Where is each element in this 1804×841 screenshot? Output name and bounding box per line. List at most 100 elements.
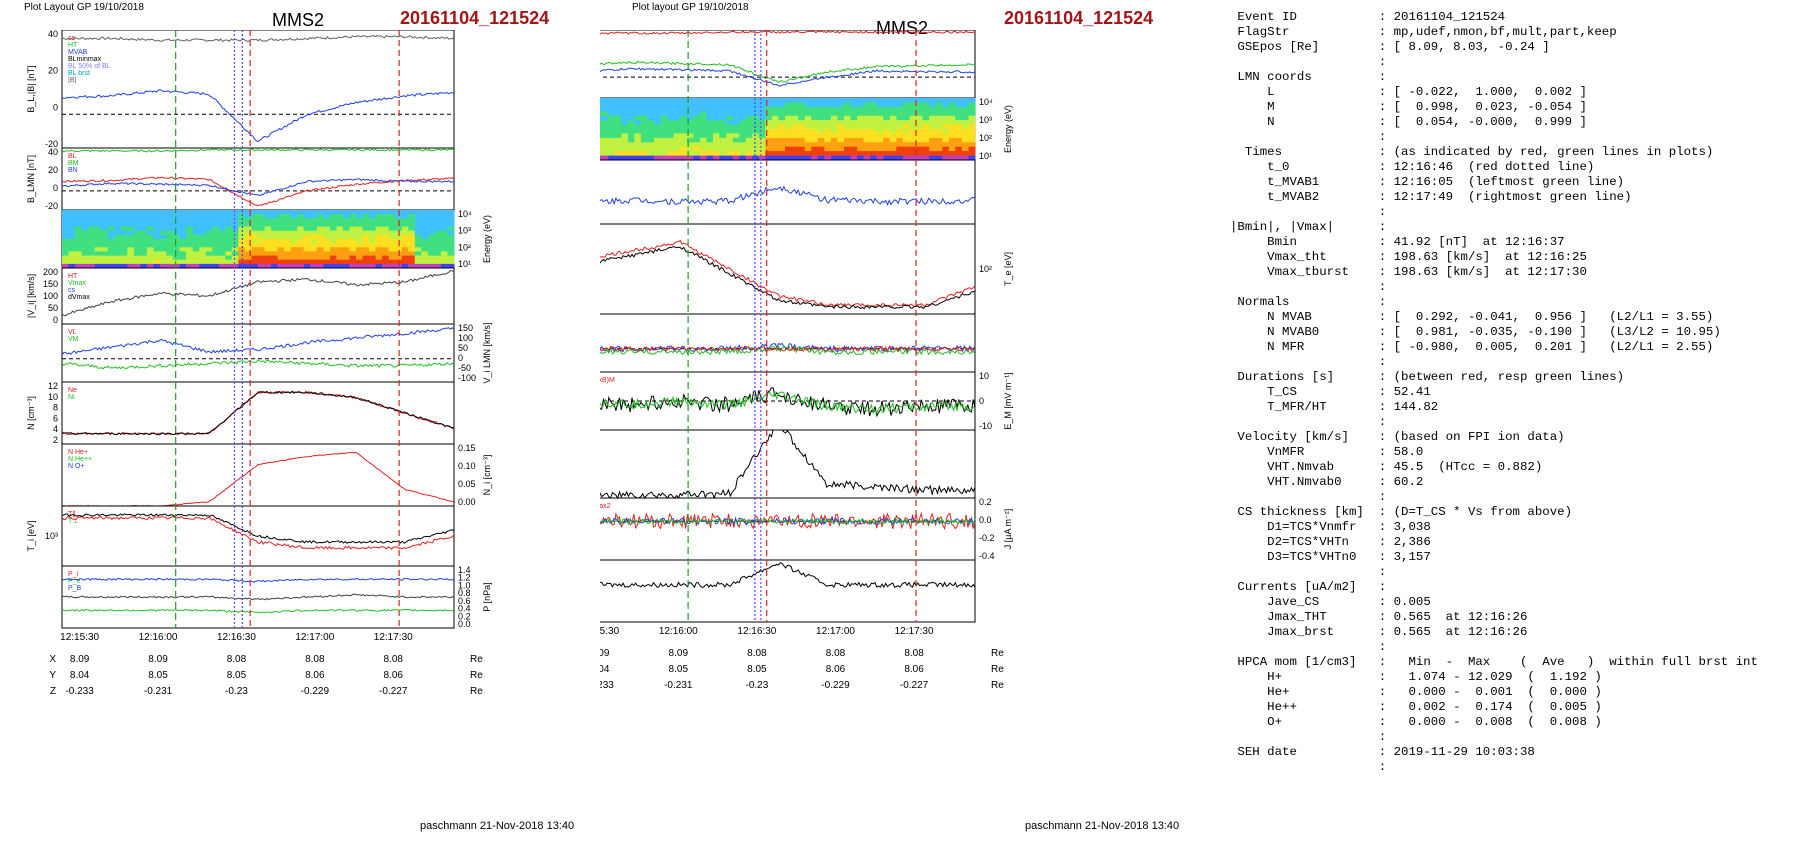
info-line: t_0 : 12:16:46 (red dotted line) xyxy=(1230,160,1595,174)
series-line xyxy=(61,34,455,43)
legend-entry: |B| xyxy=(68,77,76,84)
series-line xyxy=(600,390,976,415)
info-line: H+ : 1.074 - 12.029 ( 1.192 ) xyxy=(1230,670,1602,684)
y-tick-label: 10 xyxy=(979,371,989,381)
info-line: Currents [uA/m2] : xyxy=(1230,580,1387,594)
panel-frame xyxy=(600,559,976,623)
series-line xyxy=(600,245,976,310)
coord-unit: Re xyxy=(991,664,1004,675)
panel-frame xyxy=(61,267,455,325)
info-line: N MVAB : [ 0.292, -0.041, 0.956 ] (L2/L1… xyxy=(1230,310,1714,324)
series-line xyxy=(600,60,976,84)
y-tick-label: 10² xyxy=(979,133,992,143)
y-axis-label: T_e [eV] xyxy=(1003,252,1013,286)
series-line xyxy=(61,515,455,551)
coord-unit: Re xyxy=(470,654,483,665)
coord-value: -0.233 xyxy=(65,686,94,697)
y-axis-label: Energy (eV) xyxy=(1003,105,1013,153)
legend-entry: MVAB xyxy=(68,49,88,56)
info-line: : xyxy=(1230,415,1387,429)
coord-value: 8.09 xyxy=(148,654,168,665)
y-tick-label: 50 xyxy=(458,343,468,353)
info-line: D3=TCS*VHTn0 : 3,157 xyxy=(1230,550,1431,564)
legend-entry: BL 50% of BL xyxy=(68,63,111,70)
info-line: LMN coords : xyxy=(1230,70,1387,84)
series-line xyxy=(600,185,976,206)
legend-entry: N He++ xyxy=(68,456,92,463)
legend-entry: P_i xyxy=(68,571,79,578)
y-tick-label: 0.6 xyxy=(458,596,471,606)
y-tick-label: 40 xyxy=(48,147,58,157)
info-line: T_MFR/HT : 144.82 xyxy=(1230,400,1439,414)
info-line: : xyxy=(1230,640,1387,654)
ion-energy-spectrogram xyxy=(62,210,455,269)
info-line: Event ID : 20161104_121524 xyxy=(1230,10,1506,24)
series-line xyxy=(61,513,455,544)
coord-value: 8.08 xyxy=(904,648,924,659)
coord-value: -0.23 xyxy=(225,686,248,697)
series-line xyxy=(600,239,976,308)
y-tick-label: 0 xyxy=(979,396,984,406)
time-tick-label: 12:17:00 xyxy=(295,632,334,643)
y-tick-label: 40 xyxy=(48,30,58,39)
left-event-title: 20161104_121524 xyxy=(400,8,550,28)
info-line: L : [ -0.022, 1.000, 0.002 ] xyxy=(1230,85,1587,99)
y-tick-label: 4 xyxy=(53,424,58,434)
series-line xyxy=(600,345,976,356)
y-axis-label: P [nPa] xyxy=(482,582,492,611)
legend-entry: BN xyxy=(68,167,78,174)
y-tick-label: -10 xyxy=(979,421,992,431)
coord-unit: Re xyxy=(470,686,483,697)
y-tick-label: 0.00 xyxy=(458,497,476,507)
y-tick-label: 10⁴ xyxy=(458,209,472,219)
y-tick-label: -50 xyxy=(458,363,471,373)
y-tick-label: 10¹ xyxy=(979,151,992,161)
y-tick-label: 0.0 xyxy=(458,619,471,629)
y-tick-label: 0.8 xyxy=(458,588,471,598)
y-tick-label: 6 xyxy=(53,413,58,423)
panel-frame xyxy=(600,223,976,315)
coord-unit: Re xyxy=(991,648,1004,659)
coord-value: 8.08 xyxy=(305,654,325,665)
info-line: : xyxy=(1230,490,1387,504)
time-tick-label: 12:16:30 xyxy=(737,626,776,637)
coord-value: 8.08 xyxy=(384,654,404,665)
legend-entry: HT xyxy=(68,273,78,280)
legend-entry: BL brst xyxy=(68,70,90,77)
y-tick-label: 0.05 xyxy=(458,479,476,489)
coord-row-label: Y xyxy=(49,670,56,681)
series-line xyxy=(61,390,455,436)
legend-entry: VL xyxy=(68,329,77,336)
coord-value: 8.04 xyxy=(600,664,610,675)
coord-value: -0.231 xyxy=(664,680,693,691)
y-tick-label: 20 xyxy=(48,165,58,175)
time-tick-label: 12:15:30 xyxy=(600,626,620,637)
y-axis-label: N [cm⁻³] xyxy=(26,396,36,430)
legend-entry: Ni xyxy=(68,394,75,401)
legend-entry: T∥ xyxy=(68,510,76,518)
coord-value: 8.05 xyxy=(227,670,247,681)
y-tick-label: 1.4 xyxy=(458,565,471,575)
y-tick-label: -20 xyxy=(45,139,58,149)
coord-value: -0.227 xyxy=(379,686,408,697)
coord-value: -0.23 xyxy=(745,680,768,691)
left-plot-footer: paschmann 21-Nov-2018 13:40 xyxy=(420,820,575,832)
info-line: N MFR : [ -0.980, 0.005, 0.201 ] (L2/L1 … xyxy=(1230,340,1714,354)
y-tick-label: 2 xyxy=(53,435,58,445)
info-line: : xyxy=(1230,130,1387,144)
coord-value: -0.233 xyxy=(600,680,614,691)
legend-entry: Ne xyxy=(68,387,77,394)
coord-row-label: Z xyxy=(50,686,56,697)
time-tick-label: 12:16:00 xyxy=(139,632,178,643)
info-line: : xyxy=(1230,355,1387,369)
y-tick-label: -100 xyxy=(458,373,476,383)
series-line xyxy=(61,178,455,197)
info-line: : xyxy=(1230,280,1387,294)
y-tick-label: 200 xyxy=(43,267,58,277)
y-tick-label: 100 xyxy=(458,333,473,343)
y-tick-label: 0.0 xyxy=(979,515,992,525)
legend-entry: dVmax xyxy=(68,294,90,301)
y-tick-label: 10¹ xyxy=(458,259,471,269)
